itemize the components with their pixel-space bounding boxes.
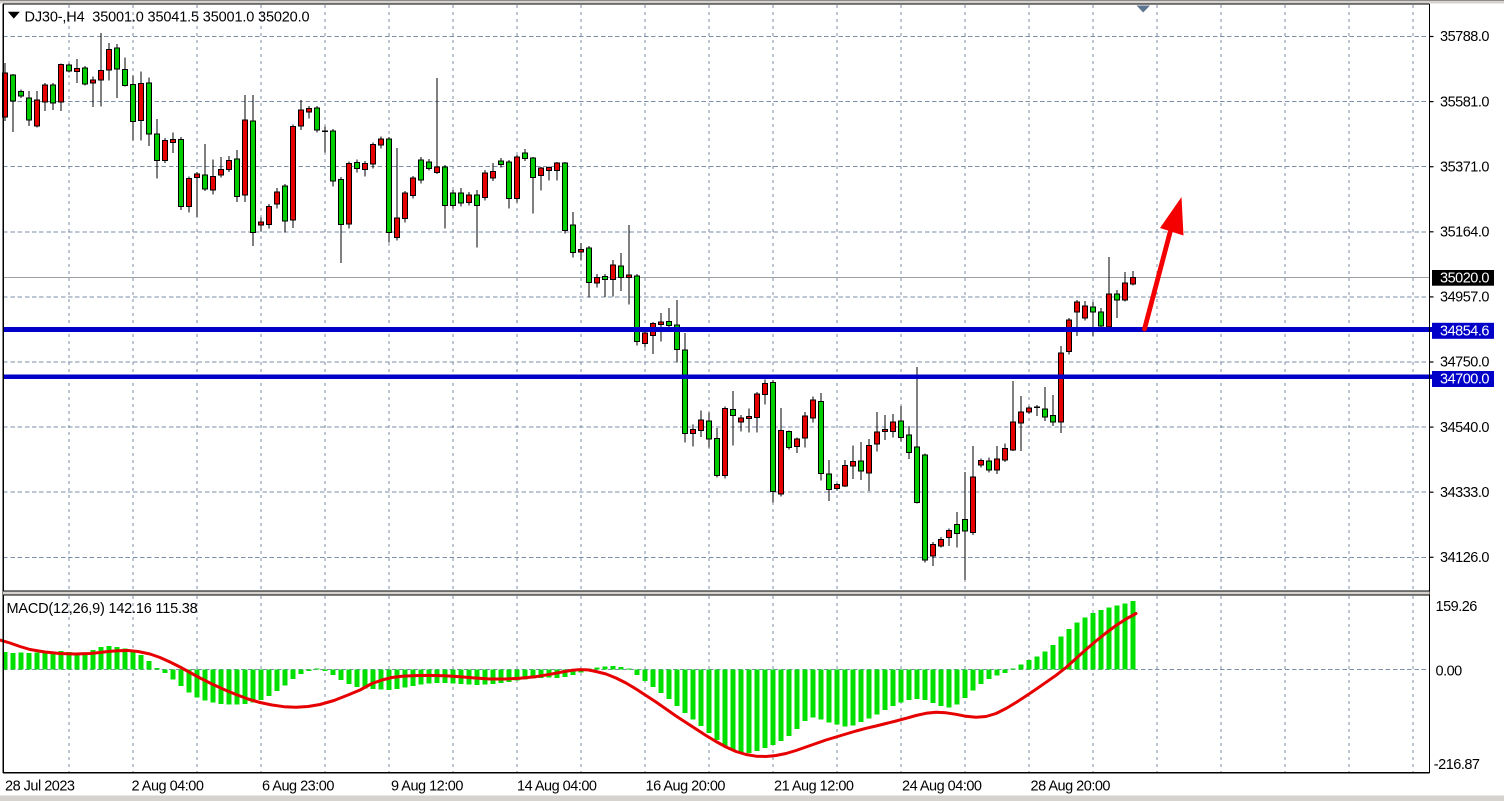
svg-text:159.26: 159.26 [1436,599,1478,615]
svg-text:6 Aug 23:00: 6 Aug 23:00 [262,779,334,795]
svg-text:2 Aug 04:00: 2 Aug 04:00 [132,779,204,795]
svg-text:34333.0: 34333.0 [1440,485,1489,501]
svg-text:16 Aug 20:00: 16 Aug 20:00 [646,779,726,795]
svg-text:34540.0: 34540.0 [1440,420,1489,436]
svg-text:35020.0: 35020.0 [1440,270,1489,286]
svg-text:34854.6: 34854.6 [1440,323,1489,339]
svg-text:34700.0: 34700.0 [1440,372,1489,388]
svg-text:34126.0: 34126.0 [1440,550,1489,566]
svg-text:14 Aug 04:00: 14 Aug 04:00 [517,779,597,795]
svg-text:35581.0: 35581.0 [1440,94,1489,110]
svg-text:21 Aug 12:00: 21 Aug 12:00 [774,779,854,795]
svg-text:34750.0: 34750.0 [1440,355,1489,371]
svg-text:0.00: 0.00 [1436,664,1463,680]
svg-text:28 Jul 2023: 28 Jul 2023 [5,779,75,795]
svg-text:9 Aug 12:00: 9 Aug 12:00 [391,779,463,795]
svg-text:DJ30-,H4 35001.0 35041.5 3500: DJ30-,H4 35001.0 35041.5 35001.0 35020.0 [25,10,310,26]
svg-text:35788.0: 35788.0 [1440,29,1489,45]
svg-text:34957.0: 34957.0 [1440,290,1489,306]
svg-text:-216.87: -216.87 [1434,757,1480,773]
svg-text:24 Aug 04:00: 24 Aug 04:00 [902,779,982,795]
svg-text:35371.0: 35371.0 [1440,159,1489,175]
svg-text:28 Aug 20:00: 28 Aug 20:00 [1031,779,1111,795]
svg-text:35164.0: 35164.0 [1440,225,1489,241]
svg-text:MACD(12,26,9) 142.16 115.38: MACD(12,26,9) 142.16 115.38 [7,601,198,617]
